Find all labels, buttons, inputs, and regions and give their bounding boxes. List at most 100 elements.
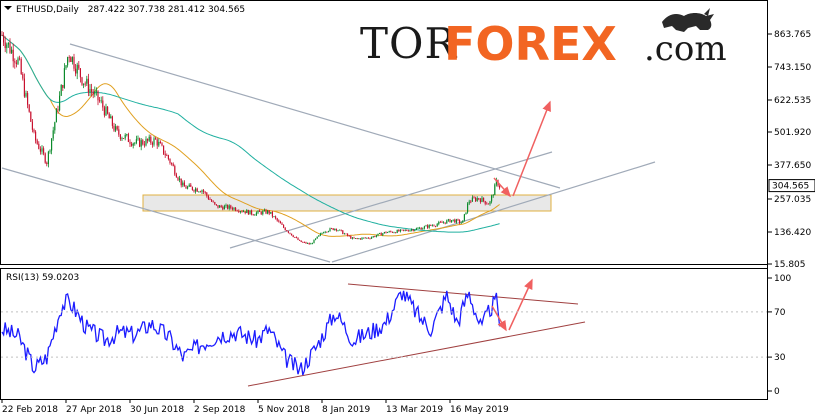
candle-body	[95, 90, 97, 92]
candle-body	[287, 231, 289, 233]
candle-body	[49, 150, 51, 152]
rsi-arrow-down-icon	[491, 305, 507, 332]
price-tick-label: 622.535	[774, 96, 811, 106]
rsi-path	[1, 290, 501, 376]
candle-body	[204, 191, 206, 193]
candle-body	[167, 155, 169, 159]
candle-body	[435, 226, 437, 227]
candle-body	[219, 205, 221, 208]
channel-lines	[1, 43, 656, 263]
candle-body	[420, 227, 422, 230]
candle-body	[457, 219, 459, 221]
candle-body	[3, 35, 5, 43]
candle-body	[479, 199, 481, 203]
candle-body	[414, 229, 416, 231]
candle-body	[299, 239, 301, 241]
candle-body	[427, 225, 429, 228]
candle-body	[465, 212, 467, 215]
candle-body	[348, 235, 350, 237]
candle-body	[292, 235, 294, 237]
ohlc-label: 287.422 307.738 281.412 304.565	[88, 5, 245, 15]
candle-body	[371, 237, 373, 239]
candle-body	[140, 140, 142, 147]
candle-body	[207, 195, 209, 200]
candle-body	[78, 64, 80, 69]
candle-body	[302, 242, 304, 243]
candle-body	[241, 211, 243, 213]
channel-line	[69, 43, 561, 189]
candle-body	[382, 233, 384, 236]
candle-body	[403, 229, 405, 231]
candle-body	[115, 126, 117, 131]
candle-body	[271, 212, 273, 217]
rsi-line	[1, 290, 501, 376]
candle-body	[369, 238, 371, 240]
candle-body	[335, 228, 337, 231]
rsi-trend-lines	[247, 283, 586, 387]
candle-body	[268, 210, 270, 214]
candle-body	[484, 200, 486, 204]
candle-body	[190, 184, 192, 187]
candle-body	[220, 205, 222, 207]
candle-body	[356, 238, 358, 240]
rsi-tick-label: 70	[774, 308, 786, 318]
candle-body	[367, 237, 369, 239]
time-tick-label: 13 Mar 2019	[386, 405, 443, 415]
price-tick-label: 501.920	[774, 128, 811, 138]
rsi-trend-line	[247, 321, 586, 387]
candle-body	[4, 42, 6, 49]
candle-body	[199, 191, 201, 193]
candle-body	[300, 240, 302, 243]
candle-body	[315, 238, 317, 240]
candle-body	[9, 42, 11, 53]
rsi-axis: 100 70 30 0	[1, 274, 791, 397]
candle-body	[126, 134, 128, 136]
candle-body	[478, 198, 480, 200]
candle-body	[294, 236, 296, 238]
rsi-pane-frame	[0, 268, 768, 400]
candle-body	[494, 184, 496, 196]
candle-body	[463, 214, 465, 221]
candle-body	[147, 138, 149, 141]
candle-body	[63, 68, 65, 88]
candle-body	[172, 163, 174, 167]
candle-body	[206, 192, 208, 196]
candle-body	[343, 233, 345, 235]
collapse-triangle-icon[interactable]	[4, 6, 12, 10]
price-tick-label: 15.805	[774, 260, 806, 270]
price-tick-label: 377.650	[774, 161, 811, 171]
candle-body	[452, 219, 454, 221]
candle-body	[94, 91, 96, 95]
candle-body	[143, 144, 145, 146]
candle-body	[444, 222, 446, 224]
candle-body	[379, 233, 381, 234]
candle-body	[375, 235, 377, 237]
candle-body	[441, 222, 443, 223]
candle-body	[313, 239, 315, 244]
candle-body	[191, 186, 193, 190]
candle-body	[407, 230, 409, 232]
candle-body	[217, 205, 219, 208]
candle-body	[119, 134, 121, 139]
candle-body	[238, 211, 240, 212]
candle-body	[33, 129, 35, 132]
candle-body	[81, 77, 83, 85]
candle-body	[417, 228, 419, 229]
candle-body	[151, 142, 153, 145]
candle-body	[428, 224, 430, 228]
candle-body	[388, 231, 390, 233]
candle-body	[30, 111, 32, 122]
candle-body	[319, 233, 321, 236]
rsi-arrow-up-icon	[508, 278, 533, 331]
candle-body	[145, 138, 147, 146]
candle-body	[59, 95, 61, 111]
price-pane-title: ETHUSD,Daily 287.422 307.738 281.412 304…	[16, 5, 245, 15]
candle-body	[91, 89, 93, 92]
candle-body	[148, 136, 150, 141]
candle-body	[387, 232, 389, 234]
candle-body	[177, 177, 179, 180]
rsi-tick-label: 0	[774, 387, 780, 397]
candle-body	[462, 220, 464, 223]
candle-body	[415, 228, 417, 230]
candle-body	[398, 230, 400, 232]
